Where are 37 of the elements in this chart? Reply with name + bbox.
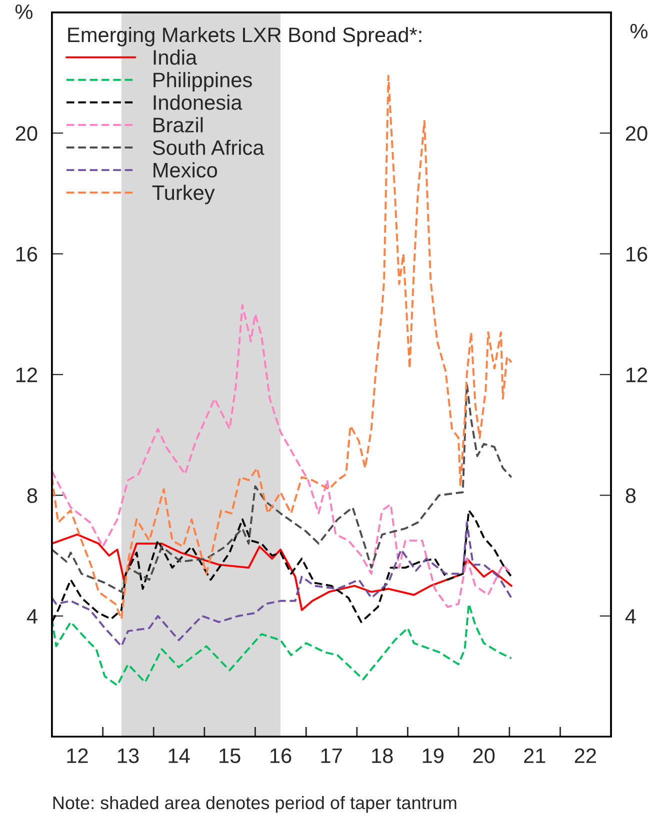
- x-tick-label: 21: [524, 748, 546, 763]
- legend-label: South Africa: [152, 140, 264, 155]
- x-tick-label: 17: [321, 748, 342, 763]
- y-axis-title: %: [15, 4, 32, 20]
- line-series: [52, 521, 512, 648]
- line-series: [52, 304, 512, 608]
- legend-label: Indonesia: [154, 94, 242, 110]
- legend-label: Mexico: [154, 162, 218, 178]
- line-series: [52, 534, 512, 611]
- x-tick-label: 13: [118, 748, 139, 764]
- line-series: [52, 382, 512, 593]
- legend-label: Brazil: [154, 117, 203, 132]
- y2-tick-label: 12: [626, 368, 648, 382]
- x-tick-label: 22: [574, 748, 596, 763]
- x-tick-label: 12: [67, 748, 88, 763]
- legend-label: India: [154, 50, 198, 65]
- x-tick-label: 19: [422, 748, 444, 764]
- y2-tick-label: 8: [626, 488, 636, 504]
- x-tick-label: 14: [168, 748, 190, 763]
- x-tick-label: 15: [220, 748, 240, 764]
- x-tick-label: 18: [372, 748, 393, 764]
- y-tick-label: 20: [16, 126, 38, 141]
- text: Note: shaded area denotes period of taper tantrum: [53, 796, 456, 813]
- x-tick-label: 16: [270, 748, 292, 764]
- legend-title: Emerging Markets LXR Bond Spread*:: [68, 26, 422, 46]
- y2-axis-title: %: [630, 24, 648, 38]
- y-tick-label: 12: [16, 368, 37, 382]
- y-tick-label: 16: [16, 246, 38, 262]
- x-tick-label: 20: [473, 748, 495, 764]
- line-series: [52, 602, 512, 686]
- y-tick-label: 8: [27, 488, 38, 504]
- legend-label: Philippines: [154, 72, 252, 92]
- y2-tick-label: 20: [626, 126, 648, 141]
- y-tick-label: 4: [26, 609, 38, 624]
- y2-tick-label: 4: [625, 609, 636, 624]
- legend-label: Turkey: [152, 184, 215, 204]
- y2-tick-label: 16: [626, 246, 648, 262]
